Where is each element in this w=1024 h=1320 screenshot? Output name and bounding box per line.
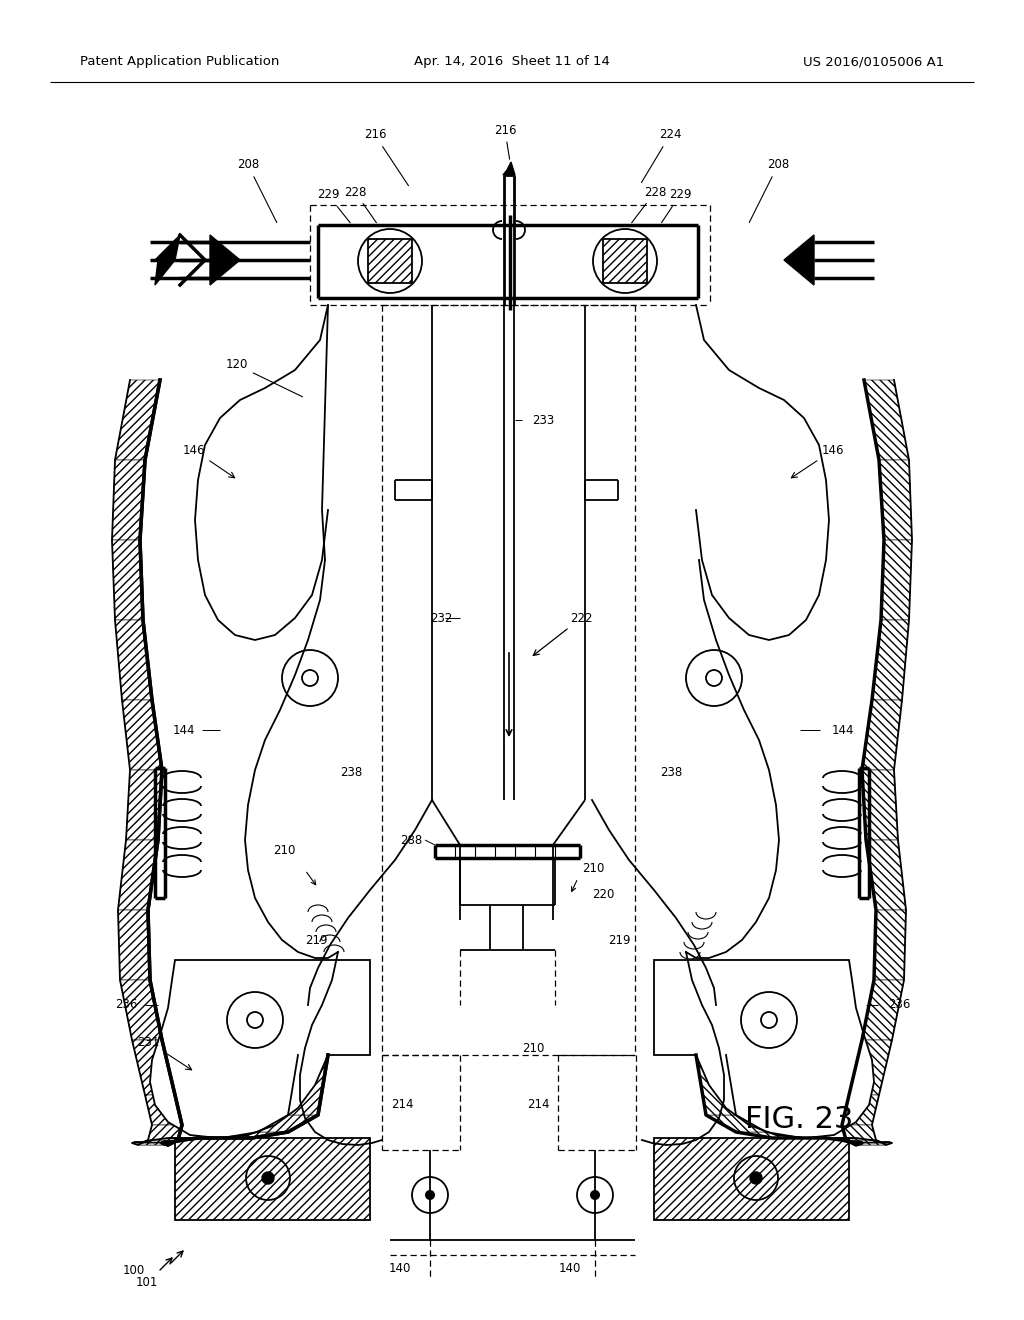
Polygon shape	[862, 770, 898, 840]
Polygon shape	[115, 380, 160, 459]
Text: 208: 208	[237, 158, 276, 223]
Polygon shape	[222, 1133, 288, 1138]
Polygon shape	[603, 239, 647, 282]
Polygon shape	[706, 1115, 766, 1133]
Text: 216: 216	[494, 124, 516, 160]
Polygon shape	[175, 1138, 370, 1220]
Text: 228: 228	[632, 186, 667, 223]
Circle shape	[262, 1172, 274, 1184]
Polygon shape	[862, 979, 904, 1040]
Text: 208: 208	[750, 158, 790, 223]
Polygon shape	[841, 1140, 881, 1142]
Polygon shape	[864, 380, 909, 459]
Polygon shape	[866, 840, 906, 909]
Polygon shape	[849, 1040, 892, 1096]
Text: 144: 144	[831, 723, 854, 737]
Text: 236: 236	[116, 998, 138, 1011]
Text: 146: 146	[792, 444, 845, 478]
Text: 224: 224	[641, 128, 681, 182]
Polygon shape	[153, 1138, 198, 1140]
Circle shape	[425, 1191, 435, 1200]
Text: 140: 140	[559, 1262, 582, 1275]
Text: 229: 229	[662, 189, 691, 223]
Polygon shape	[148, 1125, 182, 1140]
Polygon shape	[846, 1140, 886, 1144]
Polygon shape	[881, 540, 912, 620]
Text: 219: 219	[305, 933, 328, 946]
Polygon shape	[784, 235, 814, 285]
Polygon shape	[856, 1143, 892, 1144]
Text: 233: 233	[532, 413, 554, 426]
Polygon shape	[143, 1140, 183, 1142]
Polygon shape	[122, 700, 162, 770]
Text: 146: 146	[182, 444, 234, 478]
Text: 219: 219	[608, 933, 631, 946]
Polygon shape	[842, 1125, 876, 1140]
Text: 210: 210	[522, 1041, 545, 1055]
Text: 231: 231	[137, 1035, 191, 1069]
Polygon shape	[155, 235, 180, 285]
Text: 216: 216	[364, 128, 409, 186]
Circle shape	[593, 228, 657, 293]
Polygon shape	[120, 979, 162, 1040]
Text: FIG. 23: FIG. 23	[745, 1106, 853, 1134]
Polygon shape	[112, 459, 145, 540]
Polygon shape	[736, 1133, 802, 1138]
Polygon shape	[210, 235, 240, 285]
Text: Patent Application Publication: Patent Application Publication	[80, 55, 280, 69]
Polygon shape	[654, 1138, 849, 1220]
Text: 100: 100	[123, 1263, 145, 1276]
Text: 101: 101	[135, 1276, 158, 1290]
Text: 214: 214	[391, 1098, 414, 1111]
Text: 210: 210	[582, 862, 604, 874]
Polygon shape	[258, 1115, 318, 1133]
Circle shape	[590, 1191, 600, 1200]
Circle shape	[750, 1172, 762, 1184]
Text: 144: 144	[172, 723, 195, 737]
Text: 120: 120	[225, 359, 302, 397]
Polygon shape	[118, 909, 150, 979]
Polygon shape	[654, 960, 874, 1138]
Polygon shape	[132, 1143, 168, 1144]
Text: Apr. 14, 2016  Sheet 11 of 14: Apr. 14, 2016 Sheet 11 of 14	[414, 55, 610, 69]
Text: 210: 210	[272, 843, 295, 857]
Text: 220: 220	[592, 888, 614, 902]
Text: 228: 228	[344, 186, 377, 223]
Polygon shape	[150, 960, 370, 1138]
Polygon shape	[112, 540, 143, 620]
Text: 236: 236	[888, 998, 910, 1011]
Polygon shape	[368, 239, 412, 282]
Polygon shape	[862, 700, 902, 770]
Text: 238: 238	[660, 766, 682, 779]
Text: 214: 214	[526, 1098, 549, 1111]
Polygon shape	[145, 1096, 182, 1125]
Text: 288: 288	[399, 833, 422, 846]
Polygon shape	[842, 1096, 879, 1125]
Polygon shape	[132, 1040, 175, 1096]
Polygon shape	[872, 620, 909, 700]
Polygon shape	[126, 770, 162, 840]
Text: 238: 238	[340, 766, 362, 779]
Polygon shape	[138, 1140, 178, 1144]
Text: 222: 222	[534, 611, 593, 656]
Polygon shape	[503, 162, 515, 176]
Polygon shape	[826, 1138, 871, 1140]
Text: 232: 232	[430, 611, 453, 624]
Polygon shape	[696, 1055, 736, 1115]
Text: US 2016/0105006 A1: US 2016/0105006 A1	[803, 55, 944, 69]
Text: 229: 229	[316, 189, 350, 223]
Polygon shape	[288, 1055, 328, 1115]
Polygon shape	[879, 459, 912, 540]
Text: 140: 140	[389, 1262, 412, 1275]
Polygon shape	[118, 840, 158, 909]
Polygon shape	[874, 909, 906, 979]
Circle shape	[358, 228, 422, 293]
Polygon shape	[115, 620, 152, 700]
